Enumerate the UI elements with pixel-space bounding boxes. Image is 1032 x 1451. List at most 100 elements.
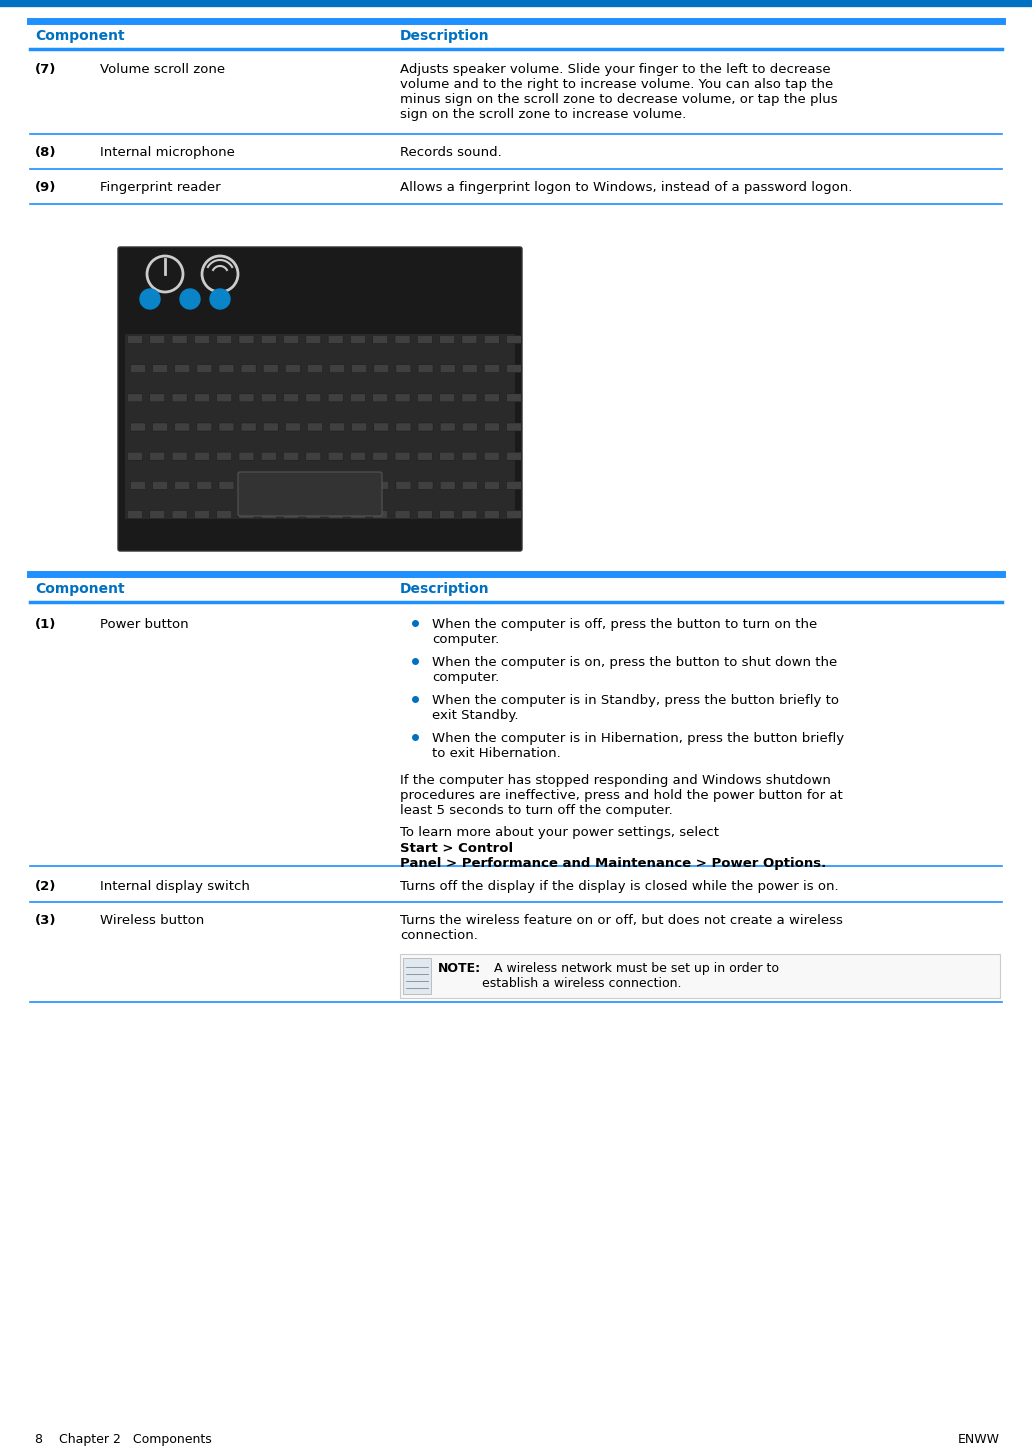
Text: Component: Component: [35, 29, 125, 44]
FancyBboxPatch shape: [507, 335, 521, 344]
FancyBboxPatch shape: [373, 511, 388, 518]
FancyBboxPatch shape: [118, 247, 522, 551]
FancyBboxPatch shape: [194, 511, 209, 518]
FancyBboxPatch shape: [328, 335, 344, 344]
FancyBboxPatch shape: [305, 393, 321, 402]
FancyBboxPatch shape: [261, 393, 277, 402]
Text: (7): (7): [35, 62, 57, 75]
FancyBboxPatch shape: [174, 364, 190, 373]
FancyBboxPatch shape: [219, 424, 234, 431]
FancyBboxPatch shape: [507, 393, 521, 402]
Text: Adjusts speaker volume. Slide your finger to the left to decrease
volume and to : Adjusts speaker volume. Slide your finge…: [400, 62, 838, 120]
Text: Description: Description: [400, 29, 489, 44]
FancyBboxPatch shape: [238, 472, 382, 517]
FancyBboxPatch shape: [219, 364, 234, 373]
FancyBboxPatch shape: [217, 511, 231, 518]
FancyBboxPatch shape: [194, 453, 209, 460]
FancyBboxPatch shape: [484, 511, 499, 518]
FancyBboxPatch shape: [418, 364, 433, 373]
Text: Volume scroll zone: Volume scroll zone: [100, 62, 225, 75]
FancyBboxPatch shape: [374, 482, 389, 489]
FancyBboxPatch shape: [462, 453, 477, 460]
FancyBboxPatch shape: [373, 453, 388, 460]
Text: If the computer has stopped responding and Windows shutdown
procedures are ineff: If the computer has stopped responding a…: [400, 773, 843, 817]
FancyBboxPatch shape: [417, 511, 432, 518]
FancyBboxPatch shape: [284, 335, 298, 344]
FancyBboxPatch shape: [404, 958, 431, 994]
FancyBboxPatch shape: [328, 453, 344, 460]
Circle shape: [140, 289, 160, 309]
Text: When the computer is on, press the button to shut down the
computer.: When the computer is on, press the butto…: [432, 656, 837, 683]
FancyBboxPatch shape: [153, 424, 167, 431]
FancyBboxPatch shape: [285, 482, 300, 489]
Text: 3: 3: [216, 292, 224, 302]
FancyBboxPatch shape: [241, 482, 256, 489]
Text: Power button: Power button: [100, 618, 189, 631]
FancyBboxPatch shape: [396, 424, 411, 431]
FancyBboxPatch shape: [328, 393, 344, 402]
FancyBboxPatch shape: [284, 453, 298, 460]
FancyBboxPatch shape: [484, 453, 499, 460]
Text: Internal microphone: Internal microphone: [100, 147, 235, 160]
FancyBboxPatch shape: [507, 424, 521, 431]
FancyBboxPatch shape: [305, 453, 321, 460]
FancyBboxPatch shape: [484, 393, 499, 402]
FancyBboxPatch shape: [418, 424, 433, 431]
FancyBboxPatch shape: [351, 335, 365, 344]
FancyBboxPatch shape: [197, 424, 212, 431]
FancyBboxPatch shape: [395, 511, 410, 518]
FancyBboxPatch shape: [130, 364, 146, 373]
FancyBboxPatch shape: [308, 364, 322, 373]
FancyBboxPatch shape: [418, 482, 433, 489]
FancyBboxPatch shape: [308, 482, 322, 489]
FancyBboxPatch shape: [329, 482, 345, 489]
FancyBboxPatch shape: [374, 424, 389, 431]
FancyBboxPatch shape: [396, 482, 411, 489]
FancyBboxPatch shape: [284, 393, 298, 402]
Text: NOTE:: NOTE:: [438, 962, 481, 975]
FancyBboxPatch shape: [263, 482, 279, 489]
FancyBboxPatch shape: [217, 393, 231, 402]
FancyBboxPatch shape: [305, 511, 321, 518]
FancyBboxPatch shape: [174, 482, 190, 489]
FancyBboxPatch shape: [417, 335, 432, 344]
FancyBboxPatch shape: [128, 335, 142, 344]
FancyBboxPatch shape: [507, 511, 521, 518]
FancyBboxPatch shape: [396, 364, 411, 373]
FancyBboxPatch shape: [217, 335, 231, 344]
FancyBboxPatch shape: [239, 335, 254, 344]
FancyBboxPatch shape: [285, 364, 300, 373]
FancyBboxPatch shape: [374, 364, 389, 373]
Text: Description: Description: [400, 582, 489, 596]
FancyBboxPatch shape: [373, 393, 388, 402]
FancyBboxPatch shape: [352, 364, 366, 373]
FancyBboxPatch shape: [284, 511, 298, 518]
FancyBboxPatch shape: [172, 511, 187, 518]
FancyBboxPatch shape: [128, 511, 142, 518]
FancyBboxPatch shape: [351, 511, 365, 518]
FancyBboxPatch shape: [241, 424, 256, 431]
FancyBboxPatch shape: [128, 393, 142, 402]
FancyBboxPatch shape: [285, 424, 300, 431]
FancyBboxPatch shape: [440, 335, 455, 344]
Text: Records sound.: Records sound.: [400, 147, 502, 160]
FancyBboxPatch shape: [172, 453, 187, 460]
FancyBboxPatch shape: [462, 364, 477, 373]
FancyBboxPatch shape: [197, 482, 212, 489]
FancyBboxPatch shape: [440, 393, 455, 402]
Text: Turns the wireless feature on or off, but does not create a wireless
connection.: Turns the wireless feature on or off, bu…: [400, 914, 843, 942]
Text: Start > Control
Panel > Performance and Maintenance > Power Options.: Start > Control Panel > Performance and …: [400, 842, 827, 871]
FancyBboxPatch shape: [440, 453, 455, 460]
Text: Turns off the display if the display is closed while the power is on.: Turns off the display if the display is …: [400, 879, 839, 892]
FancyBboxPatch shape: [351, 393, 365, 402]
Text: When the computer is off, press the button to turn on the
computer.: When the computer is off, press the butt…: [432, 618, 817, 646]
Text: ENWW: ENWW: [958, 1434, 1000, 1447]
FancyBboxPatch shape: [328, 511, 344, 518]
Text: Allows a fingerprint logon to Windows, instead of a password logon.: Allows a fingerprint logon to Windows, i…: [400, 181, 852, 194]
FancyBboxPatch shape: [395, 335, 410, 344]
FancyBboxPatch shape: [172, 335, 187, 344]
Text: (9): (9): [35, 181, 57, 194]
FancyBboxPatch shape: [329, 364, 345, 373]
FancyBboxPatch shape: [440, 511, 455, 518]
FancyBboxPatch shape: [462, 335, 477, 344]
